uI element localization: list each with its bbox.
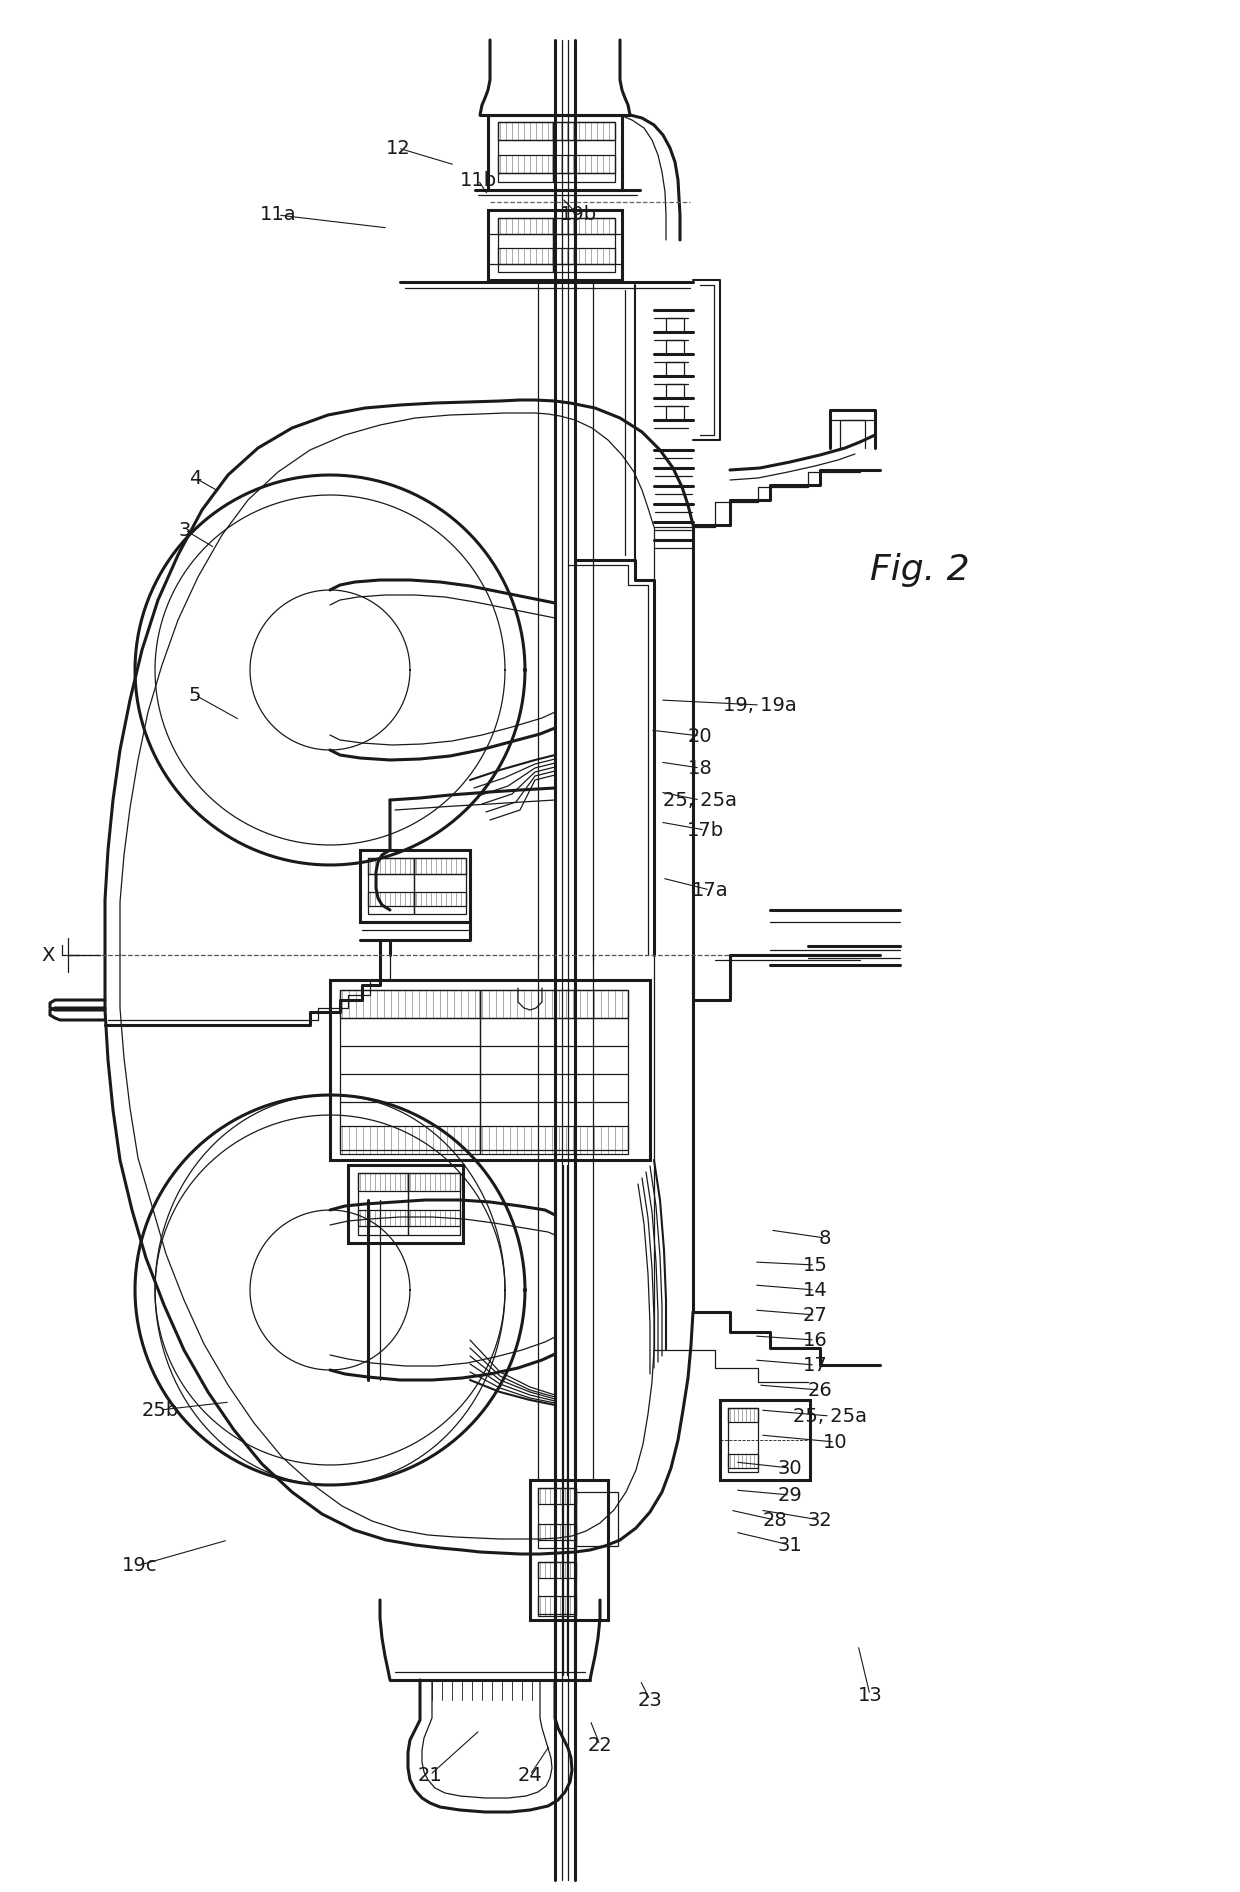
Bar [498,218,553,235]
Bar [358,1211,408,1226]
Bar [553,218,615,235]
Bar [480,990,627,1018]
Text: 3: 3 [179,520,191,539]
Bar [720,1400,810,1480]
Text: 22: 22 [588,1735,613,1754]
Bar [498,155,553,172]
Bar [348,1165,463,1243]
Bar [728,1453,758,1468]
Bar [538,1597,577,1616]
Text: 31: 31 [777,1536,802,1555]
Bar [577,1493,618,1546]
Text: 25, 25a: 25, 25a [794,1406,867,1425]
Text: 19b: 19b [559,206,596,225]
Bar [480,990,627,1150]
Bar [358,1173,408,1235]
Text: 21: 21 [418,1765,443,1784]
Text: 14: 14 [802,1281,827,1300]
Bar [408,1211,460,1226]
Bar [368,857,414,874]
Bar [538,1487,577,1504]
Bar [666,341,684,354]
Text: 16: 16 [802,1330,827,1349]
Bar [480,1126,627,1154]
Text: 29: 29 [777,1485,802,1504]
Bar [666,361,684,377]
Bar [414,891,466,906]
Bar [529,1480,608,1620]
Text: 5: 5 [188,685,201,704]
Bar [498,121,553,182]
Text: 11a: 11a [259,206,296,225]
Bar [553,121,615,140]
Bar [340,990,480,1018]
Bar [368,857,414,914]
Bar [553,121,615,182]
Text: 30: 30 [777,1459,802,1478]
Text: 8: 8 [818,1228,831,1247]
Bar [538,1487,577,1548]
Bar [414,857,466,874]
Bar [340,1126,480,1154]
Bar [666,384,684,397]
Bar [489,115,622,189]
Bar [368,891,414,906]
Bar [553,218,615,272]
Bar [538,1563,577,1578]
Bar [538,1523,577,1540]
Text: 17b: 17b [687,821,724,840]
Bar [408,1173,460,1190]
Text: 17: 17 [802,1355,827,1374]
Text: 19, 19a: 19, 19a [723,696,797,715]
Bar [553,155,615,172]
Bar [666,407,684,420]
Text: 23: 23 [637,1690,662,1710]
Bar [414,857,466,914]
Text: X: X [42,946,55,965]
Text: 15: 15 [802,1256,827,1275]
Bar [489,210,622,280]
Bar [666,318,684,331]
Text: 27: 27 [802,1305,827,1324]
Text: 18: 18 [688,759,712,778]
Text: 12: 12 [386,138,410,157]
Text: 13: 13 [858,1686,883,1705]
Bar [538,1563,577,1614]
Bar [408,1173,460,1235]
Text: 28: 28 [763,1510,787,1529]
Text: 25b: 25b [141,1400,179,1419]
Text: Fig. 2: Fig. 2 [870,552,970,587]
Bar [498,121,553,140]
Text: 20: 20 [688,727,712,745]
Bar [498,248,553,265]
Bar [728,1408,758,1472]
Text: 25, 25a: 25, 25a [663,791,737,810]
Text: 32: 32 [807,1510,832,1529]
Bar [330,980,650,1160]
Text: 24: 24 [517,1765,542,1784]
Text: 4: 4 [188,469,201,488]
Bar [340,990,480,1150]
Text: 11b: 11b [460,170,496,189]
Bar [728,1408,758,1423]
Text: 17a: 17a [692,880,728,899]
Bar [360,850,470,921]
Text: 26: 26 [807,1381,832,1400]
Text: 10: 10 [822,1432,847,1451]
Bar [358,1173,408,1190]
Text: 19c: 19c [123,1555,157,1574]
Bar [553,248,615,265]
Bar [498,218,553,272]
